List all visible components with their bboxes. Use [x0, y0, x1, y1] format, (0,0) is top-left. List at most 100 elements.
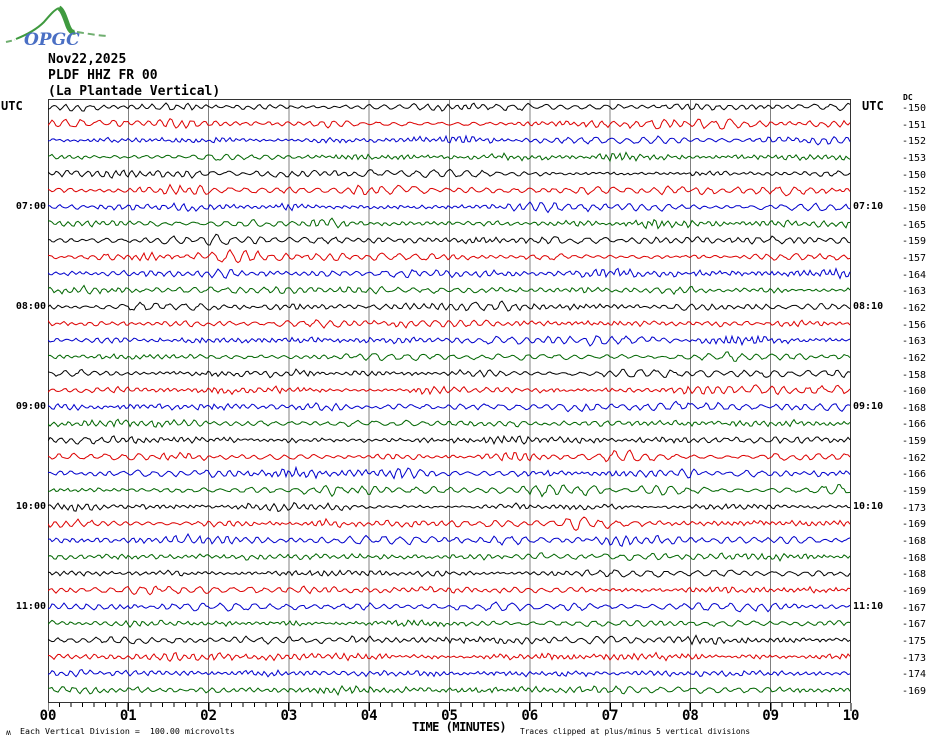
dc-value: -166	[902, 419, 927, 431]
dc-value: -167	[902, 619, 927, 631]
dc-value: -174	[902, 669, 927, 681]
dc-value: -160	[902, 386, 927, 398]
dc-value: -167	[902, 602, 927, 614]
dc-header: DC	[903, 93, 913, 102]
dc-value: -175	[902, 636, 927, 648]
seismic-trace	[48, 418, 851, 428]
dc-value: -156	[902, 319, 927, 331]
dc-value: -164	[902, 269, 927, 281]
utc-right-label: 09:10	[853, 400, 884, 412]
seismic-trace	[48, 669, 851, 678]
header-station: (La Plantade Vertical)	[48, 84, 221, 99]
seismogram-plot	[48, 99, 851, 703]
time-tick-label: 06	[521, 708, 539, 724]
seismic-trace	[48, 484, 851, 498]
seismic-trace	[48, 334, 851, 347]
logo-curve-rise	[15, 7, 60, 40]
header-channel: PLDF HHZ FR 00	[48, 68, 158, 83]
dc-value: -168	[902, 402, 927, 414]
dc-value: -168	[902, 536, 927, 548]
header-date: Nov22,2025	[48, 52, 127, 67]
dc-value: -162	[902, 352, 927, 364]
utc-right-label: 08:10	[853, 300, 884, 312]
utc-left-label: 08:00	[15, 300, 46, 312]
seismic-trace	[48, 217, 851, 230]
scale-footnote: Each Vertical Division = 100.00 microvol…	[20, 726, 235, 736]
seismic-trace	[48, 516, 851, 532]
seismic-trace	[48, 168, 851, 179]
dc-value: -168	[902, 569, 927, 581]
seismic-trace	[48, 201, 851, 214]
time-tick-label: 08	[681, 708, 699, 724]
clip-footnote: Traces clipped at plus/minus 5 vertical …	[520, 727, 751, 736]
seismic-trace	[48, 685, 851, 697]
seismic-trace	[48, 183, 851, 197]
dc-value: -173	[902, 652, 927, 664]
utc-right-label: 11:10	[853, 600, 884, 612]
seismic-trace	[48, 449, 851, 463]
utc-left-header: UTC	[1, 99, 23, 113]
seismic-trace	[48, 351, 851, 362]
seismic-trace	[48, 532, 851, 548]
seismic-trace	[48, 248, 851, 264]
seismic-trace	[48, 569, 851, 578]
dc-value: -169	[902, 519, 927, 531]
time-tick-label: 02	[200, 708, 218, 724]
dc-value: -173	[902, 502, 927, 514]
plot-border	[48, 99, 851, 703]
seismic-trace	[48, 134, 851, 146]
dc-value: -162	[902, 452, 927, 464]
dc-value: -158	[902, 369, 927, 381]
seismic-trace	[48, 651, 851, 663]
dc-value: -159	[902, 436, 927, 448]
dc-value: -163	[902, 286, 927, 298]
dc-value: -162	[902, 302, 927, 314]
corner-glyph: ʍ	[6, 728, 11, 737]
time-tick-label: 00	[39, 708, 57, 724]
seismic-trace	[48, 233, 851, 246]
dc-value: -157	[902, 252, 927, 264]
seismic-trace	[48, 465, 851, 480]
time-tick-label: 07	[601, 708, 619, 724]
seismic-trace	[48, 151, 851, 163]
dc-value: -150	[902, 169, 927, 181]
dc-value: -169	[902, 586, 927, 598]
seismic-trace	[48, 102, 851, 112]
time-tick-label: 10	[842, 708, 860, 724]
time-tick-label: 09	[762, 708, 780, 724]
dc-value: -163	[902, 336, 927, 348]
seismic-trace	[48, 552, 851, 562]
dc-value: -150	[902, 103, 927, 114]
dc-value: -152	[902, 136, 927, 148]
utc-left-label: 09:00	[15, 400, 46, 412]
dc-value: -151	[902, 119, 927, 131]
seismic-trace	[48, 585, 851, 596]
time-tick-label: 05	[441, 708, 458, 724]
dc-value: -168	[902, 552, 927, 564]
seismic-trace	[48, 284, 851, 296]
utc-right-header: UTC	[862, 99, 884, 113]
seismic-trace	[48, 400, 851, 413]
seismic-trace	[48, 300, 851, 312]
seismic-trace	[48, 501, 851, 513]
dc-value: -150	[902, 202, 927, 214]
time-axis-title: TIME (MINUTES)	[412, 720, 507, 734]
time-axis-ticks	[48, 703, 852, 711]
seismic-trace	[48, 634, 851, 646]
seismic-trace	[48, 118, 851, 130]
seismic-trace	[48, 267, 851, 280]
dc-value: -153	[902, 152, 927, 164]
dc-value: -159	[902, 236, 927, 248]
dc-value: -152	[902, 186, 927, 198]
time-tick-label: 01	[119, 708, 137, 724]
utc-right-label: 07:10	[853, 200, 884, 212]
utc-right-label: 10:10	[853, 500, 884, 512]
opgc-logo: OPGC	[5, 5, 108, 50]
seismic-trace	[48, 368, 851, 379]
dc-value: -159	[902, 486, 927, 498]
seismic-trace	[48, 434, 851, 446]
seismic-trace	[48, 319, 851, 329]
dc-value: -165	[902, 219, 927, 231]
time-tick-label: 03	[280, 708, 298, 724]
